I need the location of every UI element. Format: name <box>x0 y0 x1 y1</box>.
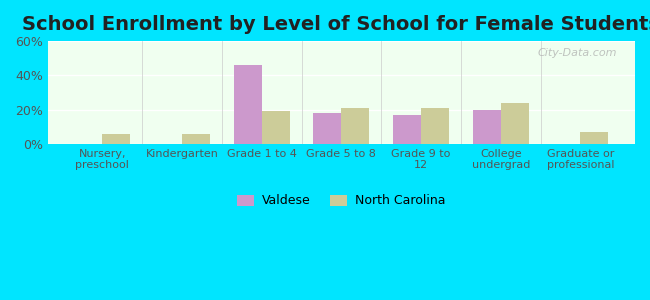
Bar <box>393 115 421 144</box>
Text: City-Data.com: City-Data.com <box>538 48 617 58</box>
Bar <box>182 134 210 144</box>
Bar <box>102 134 130 144</box>
Bar <box>580 132 608 144</box>
Title: School Enrollment by Level of School for Female Students: School Enrollment by Level of School for… <box>23 15 650 34</box>
Bar <box>500 103 528 144</box>
Bar <box>341 108 369 144</box>
Bar <box>313 113 341 144</box>
Legend: Valdese, North Carolina: Valdese, North Carolina <box>232 189 450 212</box>
Bar <box>473 110 501 144</box>
Bar <box>262 111 289 144</box>
Bar <box>421 108 449 144</box>
Bar <box>234 65 262 144</box>
